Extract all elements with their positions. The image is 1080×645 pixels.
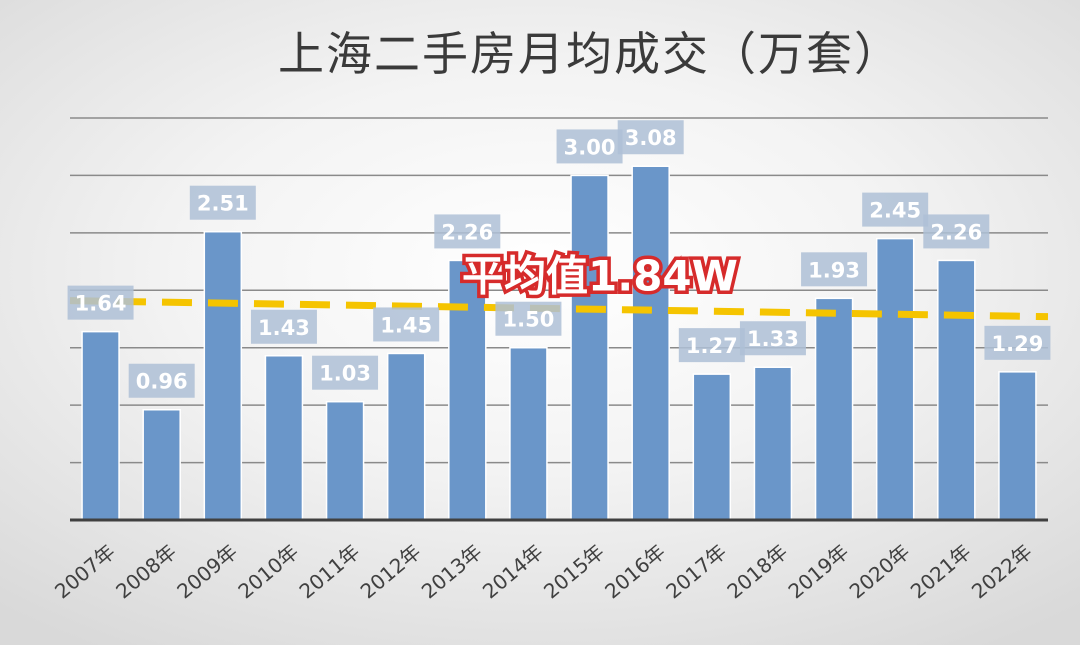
- data-label-text: 3.00: [564, 135, 616, 159]
- x-tick-label: 2010年: [233, 539, 303, 603]
- data-label-text: 2.26: [441, 220, 493, 244]
- data-label-2009年: 2.51: [189, 185, 256, 220]
- data-label-text: 3.08: [625, 126, 677, 150]
- x-tick-label: 2019年: [784, 539, 854, 603]
- data-label-text: 1.29: [992, 332, 1044, 356]
- bar-2014年: [509, 346, 548, 521]
- data-label-text: 2.26: [930, 220, 982, 244]
- data-label-box: [312, 355, 379, 390]
- bar-2017年: [692, 373, 732, 521]
- data-label-2017年: 1.27: [678, 328, 745, 363]
- data-label-text: 1.50: [503, 308, 555, 332]
- data-label-2016年: 3.08: [617, 120, 684, 155]
- x-tick-label: 2011年: [295, 539, 365, 603]
- data-label-box: [556, 129, 623, 164]
- data-label-box: [984, 325, 1051, 360]
- data-label-text: 1.03: [319, 362, 371, 386]
- data-label-box: [678, 328, 745, 363]
- data-label-2019年: 1.93: [801, 252, 868, 287]
- bar-2021年: [937, 259, 976, 521]
- data-label-text: 1.64: [75, 292, 127, 316]
- data-label-text: 2.51: [197, 192, 249, 216]
- data-label-2008年: 0.96: [128, 363, 195, 398]
- data-label-2021年: 2.26: [923, 214, 990, 249]
- data-label-text: 1.93: [808, 258, 860, 282]
- data-label-box: [923, 214, 990, 249]
- data-label-box: [373, 307, 440, 342]
- data-label-text: 1.45: [380, 313, 432, 337]
- data-label-text: 0.96: [136, 370, 188, 394]
- bar-2016年: [631, 165, 670, 521]
- x-tick-label: 2016年: [600, 539, 670, 603]
- data-label-box: [862, 192, 929, 227]
- data-labels: 1.64 0.96 2.51 1.43 1.03 1.45 2.26 1.50 3.00 3.08…: [67, 120, 1051, 398]
- x-tick-label: 2012年: [356, 539, 426, 603]
- bar-2009年: [203, 230, 243, 521]
- data-label-box: [495, 301, 562, 336]
- data-label-box: [189, 185, 256, 220]
- bar-2007年: [81, 330, 120, 521]
- data-label-2010年: 1.43: [250, 309, 317, 344]
- data-label-2020年: 2.45: [862, 192, 929, 227]
- data-label-2007年: 1.64: [67, 285, 134, 320]
- bar-2019年: [814, 297, 854, 521]
- average-label: 平均值1.84W: [462, 252, 738, 301]
- x-tick-label: 2021年: [906, 539, 976, 603]
- x-tick-label: 2014年: [478, 539, 548, 603]
- data-label-2012年: 1.45: [373, 307, 440, 342]
- x-tick-label: 2007年: [50, 539, 120, 603]
- data-label-2014年: 1.50: [495, 301, 562, 336]
- data-label-text: 2.45: [869, 199, 921, 223]
- data-label-2011年: 1.03: [312, 355, 379, 390]
- data-label-box: [128, 363, 195, 398]
- data-label-box: [434, 214, 501, 249]
- x-tick-label: 2018年: [722, 539, 792, 603]
- data-label-2013年: 2.26: [434, 214, 501, 249]
- x-tick-label: 2020年: [845, 539, 915, 603]
- bar-2008年: [142, 408, 181, 521]
- x-tick-label: 2013年: [417, 539, 487, 603]
- bar-2020年: [875, 237, 915, 521]
- chart-title: 上海二手房月均成交（万套）: [278, 27, 902, 81]
- x-tick-label: 2022年: [967, 539, 1037, 603]
- x-tick-label: 2017年: [661, 539, 731, 603]
- bar-2011年: [325, 400, 365, 521]
- bar-2012年: [386, 352, 426, 521]
- data-label-box: [67, 285, 134, 320]
- data-label-text: 1.33: [747, 327, 799, 351]
- bar-2018年: [753, 366, 793, 521]
- x-tick-label: 2015年: [539, 539, 609, 603]
- data-label-text: 1.43: [258, 316, 310, 340]
- bar-2022年: [998, 371, 1037, 521]
- data-label-text: 1.27: [686, 334, 738, 358]
- x-tick-label: 2008年: [111, 539, 181, 603]
- bar-2015年: [570, 174, 609, 521]
- data-label-2015年: 3.00: [556, 129, 623, 164]
- data-label-2022年: 1.29: [984, 325, 1051, 360]
- data-label-box: [250, 309, 317, 344]
- data-label-box: [617, 120, 684, 155]
- data-label-box: [801, 252, 868, 287]
- data-label-box: [739, 321, 806, 356]
- x-tick-labels: 2007年2008年2009年2010年2011年2012年2013年2014年…: [50, 539, 1037, 603]
- x-tick-label: 2009年: [172, 539, 242, 603]
- bar-2010年: [264, 355, 304, 521]
- data-label-2018年: 1.33: [739, 321, 806, 356]
